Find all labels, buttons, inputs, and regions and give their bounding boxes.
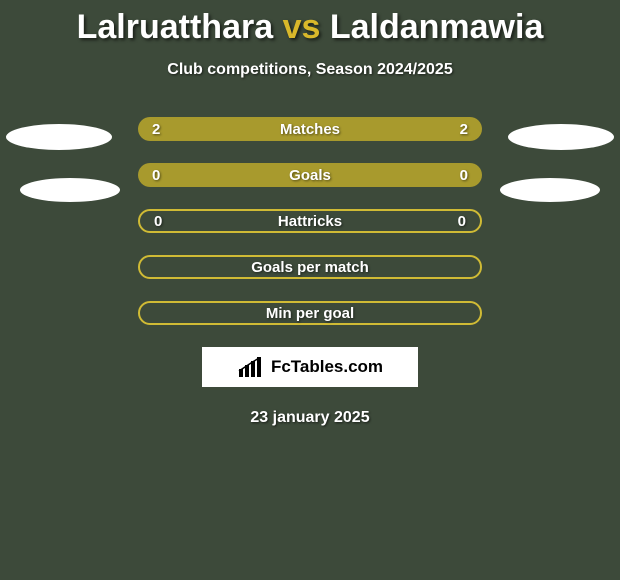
vs-separator: vs: [273, 8, 330, 46]
brand-text: FcTables.com: [271, 357, 383, 377]
stat-row-matches: 2 Matches 2: [0, 117, 620, 141]
stat-bar: 0 Hattricks 0: [138, 209, 482, 233]
stat-label: Min per goal: [266, 305, 354, 322]
stat-label: Goals per match: [251, 259, 369, 276]
date-text: 23 january 2025: [0, 409, 620, 427]
page-title: Lalruatthara vs Laldanmawia: [0, 0, 620, 47]
stat-row-hattricks: 0 Hattricks 0: [0, 209, 620, 233]
stat-label: Matches: [280, 121, 340, 138]
stat-bar: 2 Matches 2: [138, 117, 482, 141]
stat-bar: Goals per match: [138, 255, 482, 279]
stat-value-left: 0: [152, 167, 160, 184]
brand-prefix: Fc: [271, 357, 291, 376]
player-1-name: Lalruatthara: [77, 8, 274, 46]
stat-row-goals-per-match: Goals per match: [0, 255, 620, 279]
player-2-name: Laldanmawia: [330, 8, 544, 46]
subtitle: Club competitions, Season 2024/2025: [0, 61, 620, 79]
stat-label: Goals: [289, 167, 331, 184]
stat-value-left: 0: [154, 213, 162, 230]
stat-value-left: 2: [152, 121, 160, 138]
stat-value-right: 0: [458, 213, 466, 230]
stat-value-right: 2: [460, 121, 468, 138]
stat-value-right: 0: [460, 167, 468, 184]
stat-label: Hattricks: [278, 213, 342, 230]
stat-bar: 0 Goals 0: [138, 163, 482, 187]
chart-icon: [237, 357, 265, 377]
stat-row-min-per-goal: Min per goal: [0, 301, 620, 325]
comparison-infographic: Lalruatthara vs Laldanmawia Club competi…: [0, 0, 620, 580]
stat-row-goals: 0 Goals 0: [0, 163, 620, 187]
brand-logo-box: FcTables.com: [202, 347, 418, 387]
brand-suffix: Tables.com: [291, 357, 383, 376]
stat-bar: Min per goal: [138, 301, 482, 325]
stat-bars: 2 Matches 2 0 Goals 0 0 Hattricks 0 Goal…: [0, 117, 620, 325]
